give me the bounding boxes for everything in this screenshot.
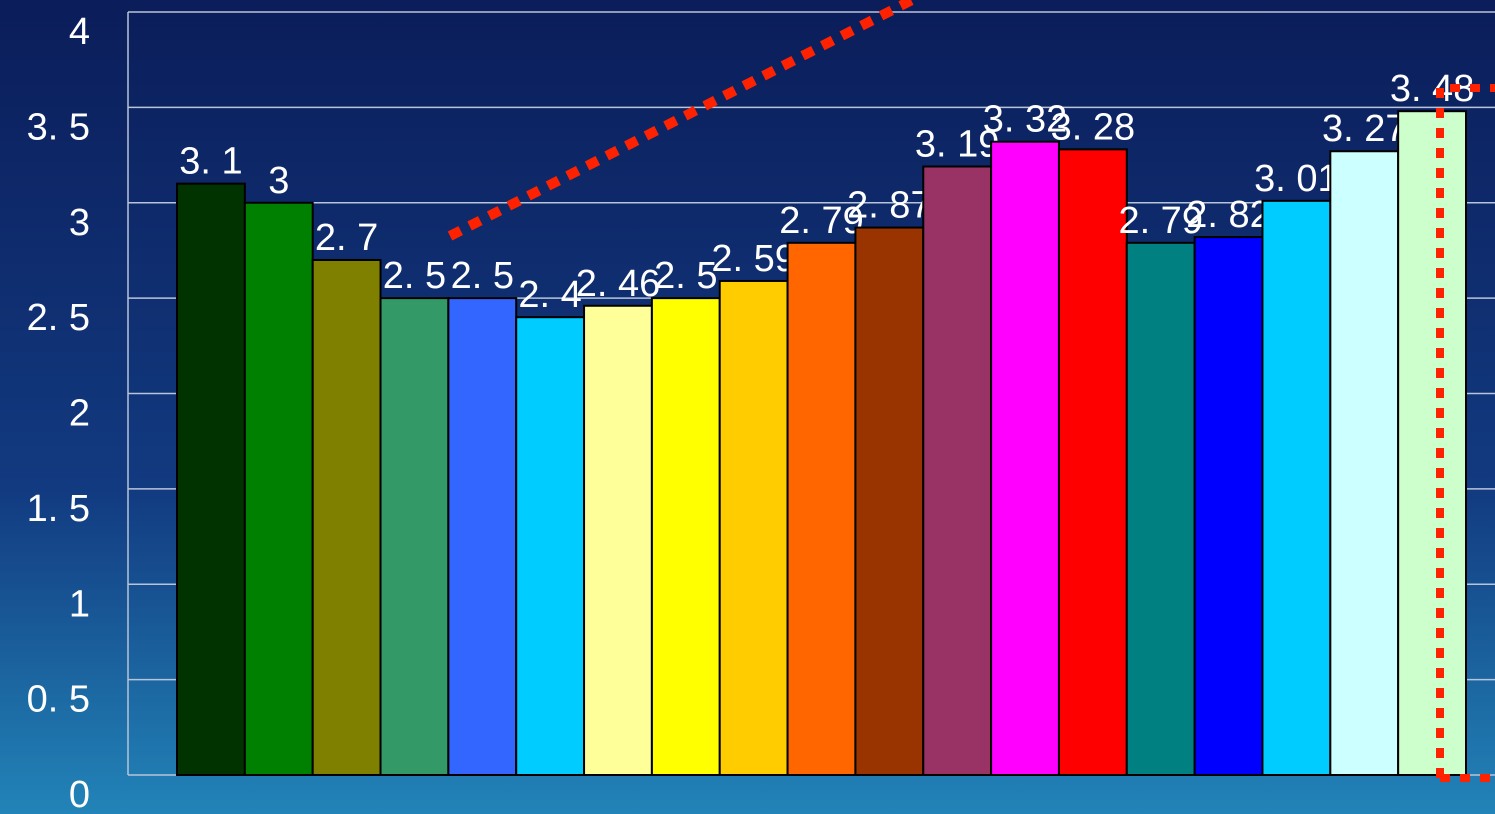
- value-label: 2. 46: [576, 263, 661, 305]
- y-tick-label: 0. 5: [27, 679, 90, 721]
- bar: [1329, 150, 1400, 776]
- value-label: 3. 1: [179, 141, 242, 183]
- bar: [515, 316, 586, 776]
- value-label: 2. 59: [711, 238, 796, 280]
- value-label: 2. 5: [654, 255, 717, 297]
- bar: [718, 279, 789, 776]
- bar: [650, 297, 721, 776]
- value-label: 3. 32: [983, 99, 1068, 141]
- decor-dotted-box: [1436, 84, 1495, 778]
- value-label: 3. 19: [915, 124, 1000, 166]
- value-label: 2. 5: [383, 255, 446, 297]
- bar: [990, 140, 1060, 776]
- bar: [854, 226, 925, 777]
- value-label: 3. 28: [1051, 106, 1136, 148]
- plot-area: 00. 511. 522. 533. 543. 1 32. 72. 5 2. 5 2.…: [27, 11, 1495, 814]
- bar: [1125, 241, 1196, 776]
- value-label: 2. 5: [451, 255, 514, 297]
- y-tick-label: 3: [69, 202, 90, 244]
- y-tick-label: 2. 5: [27, 297, 90, 339]
- value-label: 2. 79: [1118, 200, 1203, 242]
- value-label: 2. 4: [518, 274, 581, 316]
- value-label: 2. 79: [779, 200, 864, 242]
- bar: [176, 182, 246, 777]
- bar: [379, 297, 450, 776]
- y-tick-label: 0: [69, 774, 90, 814]
- value-label: 3: [268, 160, 289, 202]
- value-label: 2. 87: [847, 185, 932, 227]
- bar: [243, 201, 314, 776]
- bar: [311, 258, 382, 777]
- bar: [583, 304, 653, 776]
- bar: [1261, 199, 1332, 776]
- bar: [1397, 110, 1467, 776]
- y-tick-label: 2: [69, 393, 90, 435]
- bar: [447, 297, 518, 776]
- bar: [922, 165, 993, 776]
- bar: [1057, 148, 1128, 776]
- value-label: 3. 01: [1254, 158, 1339, 200]
- value-label: 3. 48: [1390, 68, 1475, 110]
- value-label: 2. 82: [1186, 194, 1271, 236]
- bar: [1193, 236, 1264, 776]
- y-tick-label: 3. 5: [27, 106, 90, 148]
- y-tick-label: 4: [69, 11, 90, 53]
- y-tick-label: 1. 5: [27, 488, 90, 530]
- bar: [786, 241, 857, 776]
- value-label: 2. 7: [315, 217, 378, 259]
- value-label: 3. 27: [1322, 108, 1407, 150]
- y-tick-label: 1: [69, 583, 90, 625]
